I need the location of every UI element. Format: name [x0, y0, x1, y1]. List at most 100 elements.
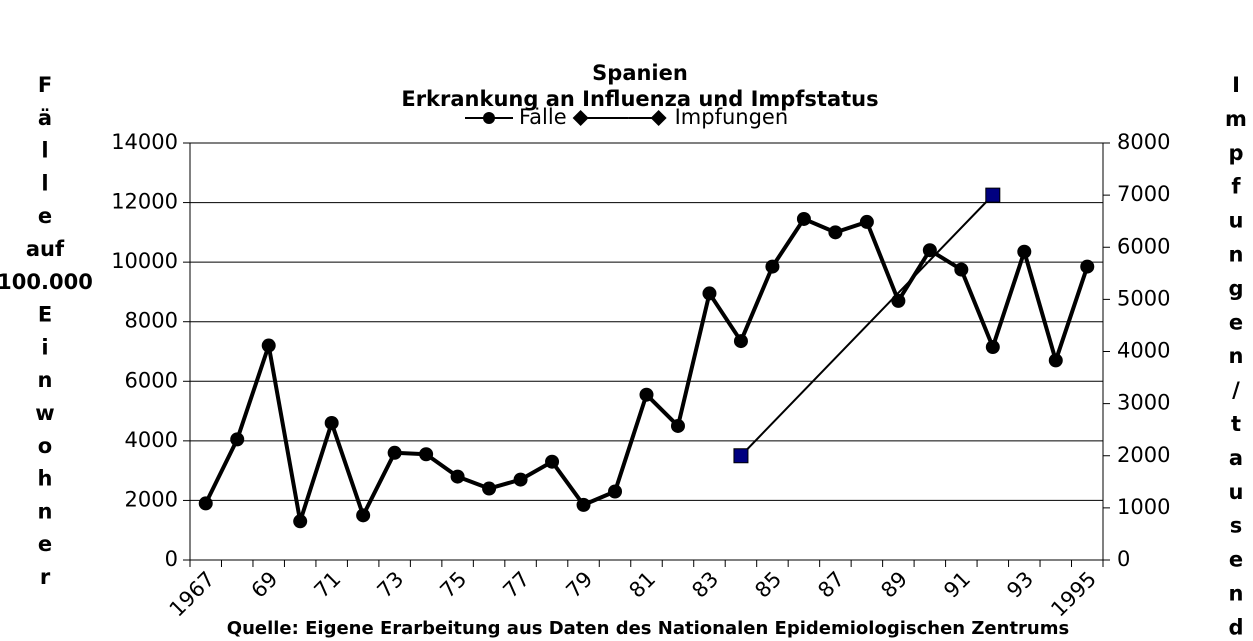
x-tick-label: 69	[247, 567, 283, 603]
x-tick-label: 1995	[1046, 567, 1101, 622]
axis-title-line: s	[1230, 514, 1243, 538]
legend-label: Impfungen	[675, 105, 789, 129]
data-point	[922, 243, 937, 258]
data-point	[419, 447, 434, 462]
x-tick-label: 81	[624, 567, 660, 603]
data-point	[891, 293, 906, 308]
y-tick-label: 12000	[111, 190, 178, 214]
legend-marker	[483, 112, 495, 124]
axis-title-line: g	[1228, 276, 1243, 300]
legend-marker	[572, 110, 589, 126]
axis-title-line: n	[1229, 243, 1244, 267]
x-tick-label: 75	[436, 567, 472, 603]
data-point	[513, 472, 528, 487]
y-tick-label: 6000	[125, 368, 178, 392]
legend-label: Fälle	[519, 105, 567, 129]
data-point	[1017, 244, 1032, 259]
axis-title-line: h	[38, 467, 53, 491]
axis-title-line: e	[38, 204, 52, 228]
y2-tick-label: 5000	[1117, 286, 1170, 310]
axis-title-line: i	[41, 335, 48, 359]
x-tick-label: 93	[1002, 567, 1038, 603]
y-tick-label: 10000	[111, 249, 178, 273]
data-point	[733, 334, 748, 349]
y2-tick-label: 4000	[1117, 339, 1170, 363]
data-point	[324, 415, 339, 430]
y-tick-label: 0	[165, 547, 178, 571]
axis-title-line: ä	[38, 106, 52, 130]
data-point	[828, 225, 843, 240]
x-tick-label: 89	[876, 567, 912, 603]
x-tick-label: 87	[813, 567, 849, 603]
axis-title-line: e	[1229, 310, 1243, 334]
axis-title-line: n	[1229, 582, 1244, 606]
y-tick-label: 14000	[111, 130, 178, 154]
y2-tick-label: 3000	[1117, 391, 1170, 415]
data-point	[293, 514, 308, 529]
x-tick-label: 85	[750, 567, 786, 603]
data-point	[387, 445, 402, 460]
y2-tick-label: 8000	[1117, 130, 1170, 154]
y2-tick-label: 7000	[1117, 182, 1170, 206]
series-line	[740, 194, 994, 457]
axis-title-line: e	[38, 532, 52, 556]
y2-tick-label: 6000	[1117, 234, 1170, 258]
axis-title-line: w	[35, 401, 54, 425]
source-note: Quelle: Eigene Erarbeitung aus Daten des…	[227, 618, 1069, 639]
chart-subtitle: Erkrankung an Influenza und Impfstatus	[401, 87, 878, 111]
axis-title-line: e	[1229, 548, 1243, 572]
axis-title-line: l	[41, 171, 48, 195]
data-point	[765, 259, 780, 274]
y-tick-label: 8000	[125, 309, 178, 333]
axis-title-line: t	[1231, 412, 1241, 436]
data-point	[639, 387, 654, 402]
data-point	[733, 448, 749, 464]
data-point	[702, 286, 717, 301]
data-point	[954, 262, 969, 277]
axis-title-line: r	[40, 565, 51, 589]
axis-title-line: a	[1229, 446, 1243, 470]
data-point	[796, 211, 811, 226]
y2-tick-label: 0	[1117, 547, 1130, 571]
axis-title-line: d	[1228, 615, 1243, 639]
x-tick-label: 71	[310, 567, 346, 603]
axis-title-line: p	[1228, 141, 1243, 165]
data-point	[261, 338, 276, 353]
data-point	[1048, 353, 1063, 368]
axis-title-line: l	[41, 139, 48, 163]
axis-title-line: m	[1225, 107, 1247, 131]
axis-title-line: auf	[26, 237, 65, 261]
axis-title-line: I	[1232, 73, 1240, 97]
axis-title-line: 100.000	[0, 270, 93, 294]
axis-title-line: n	[38, 368, 53, 392]
data-point	[230, 432, 245, 447]
y-tick-label: 4000	[125, 428, 178, 452]
data-point	[859, 214, 874, 229]
data-point	[576, 497, 591, 512]
series-line	[203, 216, 1090, 524]
data-point	[198, 496, 213, 511]
y-tick-label: 2000	[125, 487, 178, 511]
axis-title-line: o	[38, 434, 52, 458]
data-point	[482, 481, 497, 496]
data-point	[670, 418, 685, 433]
x-tick-label: 1967	[165, 567, 220, 622]
axis-title-line: u	[1229, 209, 1244, 233]
axis-title-line: n	[1229, 344, 1244, 368]
x-tick-label: 73	[373, 567, 409, 603]
x-tick-label: 91	[939, 567, 975, 603]
x-tick-label: 79	[561, 567, 597, 603]
data-point	[356, 508, 371, 523]
axis-title-line: u	[1229, 480, 1244, 504]
chart-title: Spanien	[592, 61, 688, 85]
x-tick-label: 77	[498, 567, 534, 603]
data-point	[608, 484, 623, 499]
y2-tick-label: 1000	[1117, 495, 1170, 519]
data-point	[450, 469, 465, 484]
data-point	[985, 340, 1000, 355]
x-tick-label: 83	[687, 567, 723, 603]
axis-title-line: n	[38, 499, 53, 523]
